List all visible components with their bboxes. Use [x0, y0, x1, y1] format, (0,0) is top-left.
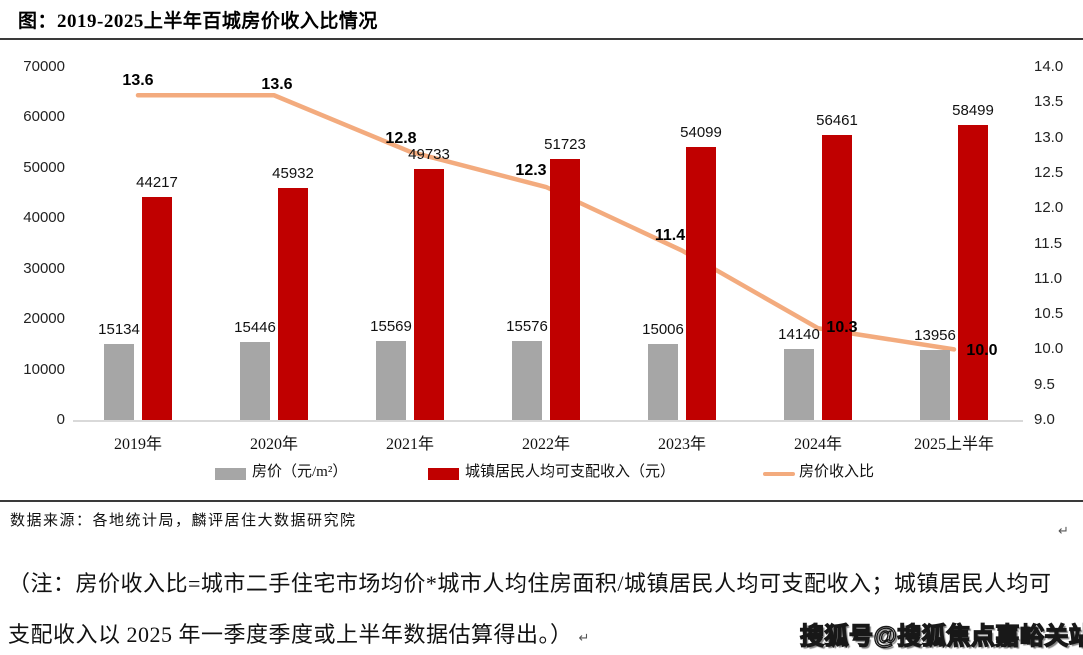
paragraph-mark: ↵	[1058, 524, 1069, 539]
y-axis-right-tick: 12.5	[1034, 163, 1064, 181]
bar-price-6	[784, 348, 814, 420]
y-axis-right-tick: 9.5	[1034, 375, 1055, 393]
bar-income-7	[958, 124, 988, 420]
bar-income-4	[550, 159, 580, 420]
y-axis-left-tick: 20000	[23, 310, 65, 328]
y-axis-right-tick: 14.0	[1034, 58, 1064, 75]
bar-income-value-4: 51723	[544, 136, 586, 154]
y-axis-left-tick: 50000	[23, 158, 65, 176]
legend-label-price: 房价（元/m²）	[252, 464, 348, 480]
legend-swatch-price	[215, 468, 246, 480]
figure-title: 图：2019-2025上半年百城房价收入比情况	[18, 11, 378, 32]
paragraph-mark: ↵	[578, 631, 590, 646]
bar-income-value-6: 56461	[816, 112, 858, 130]
bar-price-value-4: 15576	[506, 318, 548, 336]
legend-label-income: 城镇居民人均可支配收入（元）	[465, 464, 676, 480]
x-axis-line	[73, 420, 1023, 422]
bar-income-3	[414, 169, 444, 420]
y-axis-left-tick: 60000	[23, 108, 65, 126]
bar-price-value-5: 15006	[642, 321, 684, 339]
note-text-line-2: 支配收入以 2025 年一季度季度或上半年数据估算得出。） ↵	[8, 617, 590, 649]
y-axis-right-tick: 10.0	[1034, 340, 1064, 358]
bar-income-value-7: 58499	[952, 101, 994, 119]
x-axis-label: 2021年	[385, 436, 434, 453]
bar-price-4	[512, 341, 542, 420]
bar-price-value-2: 15446	[234, 319, 276, 337]
y-axis-left-tick: 10000	[23, 360, 65, 378]
data-source-text: 数据来源：各地统计局，麟评居住大数据研究院	[10, 513, 357, 529]
divider-top	[0, 38, 1083, 40]
ratio-point-label-6: 10.3	[826, 319, 858, 337]
price-to-income-chart: 0 10000 20000 30000 40000 50000 60000 70000 9.0 9…	[0, 40, 1083, 495]
x-axis-label: 2024年	[793, 436, 842, 453]
x-axis-label: 2019年	[113, 436, 162, 453]
bar-income-1	[142, 197, 172, 420]
y-axis-left-tick: 0	[56, 411, 65, 428]
bar-income-6	[822, 135, 852, 420]
note-text-line-1: （注：房价收入比=城市二手住宅市场均价*城市人均住房面积/城镇居民人均可支配收入…	[8, 571, 1052, 596]
y-axis-left-tick: 30000	[23, 259, 65, 277]
y-axis-right-tick: 11.0	[1034, 269, 1063, 287]
bar-price-1	[104, 343, 134, 420]
y-axis-left-tick: 40000	[23, 209, 65, 227]
legend-swatch-income	[428, 468, 459, 480]
y-axis-right-tick: 13.0	[1034, 128, 1064, 146]
x-axis-label: 2020年	[249, 436, 298, 453]
bar-income-5	[686, 147, 716, 420]
bar-income-value-3: 49733	[408, 146, 450, 164]
bar-price-value-3: 15569	[370, 318, 412, 336]
ratio-point-label-4: 12.3	[515, 162, 547, 180]
ratio-point-label-5: 11.4	[654, 226, 686, 244]
legend-line-ratio	[763, 472, 795, 476]
x-axis-label: 2025上半年	[913, 436, 994, 453]
ratio-point-label-2: 13.6	[261, 76, 293, 94]
bar-price-value-1: 15134	[98, 320, 140, 338]
watermark-sohu: 搜狐号@搜狐焦点嘉峪关站	[799, 622, 1083, 650]
x-axis-label: 2022年	[521, 436, 570, 453]
bar-income-value-5: 54099	[680, 124, 722, 142]
bar-price-5	[648, 344, 678, 420]
ratio-point-label-7: 10.0	[966, 342, 998, 360]
bar-income-value-2: 45932	[272, 165, 314, 183]
y-axis-right-tick: 11.5	[1034, 234, 1063, 252]
bar-price-7	[920, 349, 950, 420]
y-axis-right-tick: 9.0	[1034, 411, 1055, 428]
ratio-point-label-3: 12.8	[385, 129, 417, 147]
y-axis-left-tick: 70000	[23, 58, 65, 75]
bar-income-2	[278, 188, 308, 420]
x-axis-label: 2023年	[657, 436, 706, 453]
divider-bottom	[0, 500, 1083, 502]
bar-price-3	[376, 341, 406, 420]
bar-income-value-1: 44217	[136, 174, 178, 192]
y-axis-right-tick: 12.0	[1034, 199, 1064, 217]
bar-price-2	[240, 342, 270, 420]
ratio-point-label-1: 13.6	[122, 72, 154, 90]
bar-price-value-6: 14140	[778, 325, 820, 343]
y-axis-right-tick: 10.5	[1034, 305, 1064, 323]
legend-label-ratio: 房价收入比	[799, 464, 875, 480]
y-axis-right-tick: 13.5	[1034, 93, 1064, 111]
note-text: 支配收入以 2025 年一季度季度或上半年数据估算得出。）	[8, 622, 573, 647]
bar-price-value-7: 13956	[914, 326, 956, 344]
